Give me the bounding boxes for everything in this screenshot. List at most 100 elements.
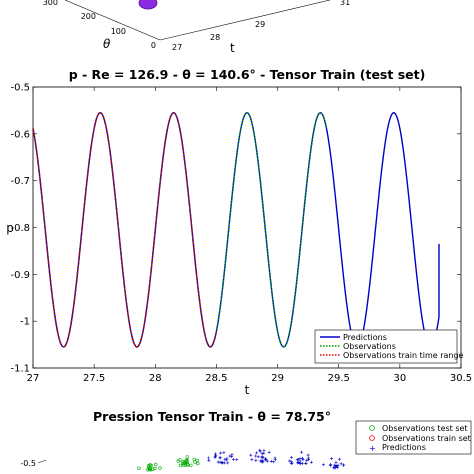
scatter-point-prediction (222, 451, 226, 455)
scatter-point-observation (178, 463, 183, 468)
main-legend: Predictions Observations Observations tr… (314, 329, 464, 364)
top-theta-label: θ (103, 37, 111, 51)
main-x-axis: 27 27.5 28 28.5 29 29.5 30 30.5 (27, 87, 472, 384)
top-t-label: t (230, 41, 235, 55)
bottom-legend-label-predictions: Predictions (382, 443, 426, 452)
scatter-point-prediction (262, 451, 266, 455)
scatter-point-prediction (255, 451, 259, 455)
x-tick-label: 28 (149, 373, 162, 384)
scatter-point-prediction (262, 449, 266, 452)
scatter-point-prediction (273, 456, 277, 460)
top-marker-cluster (138, 0, 158, 10)
scatter-point-prediction (307, 456, 311, 460)
scatter-point-prediction (254, 454, 258, 458)
scatter-point-prediction (300, 450, 304, 454)
scatter-point-prediction (301, 458, 305, 462)
scatter-point-prediction (250, 458, 254, 462)
bottom-scatter-points (137, 448, 346, 472)
scatter-point-prediction (305, 458, 309, 462)
main-chart-title: p - Re = 126.9 - θ = 140.6° - Tensor Tra… (69, 67, 426, 82)
scatter-point-prediction (304, 462, 308, 465)
scatter-point-prediction (334, 461, 338, 464)
x-tick-label: 30 (393, 373, 406, 384)
scatter-point-prediction (333, 463, 337, 467)
main-y-axis: -0.5 -0.6 -0.7 -0.8 -0.9 -1 -1.1 (10, 83, 461, 375)
bottom-legend-label-test: Observations test set (382, 424, 468, 433)
scatter-point-prediction (225, 457, 229, 460)
scatter-point-observation (185, 462, 190, 466)
scatter-point-observation (185, 455, 190, 459)
y-tick-label: -0.9 (10, 270, 30, 281)
legend-label-observations: Observations (343, 342, 396, 351)
scatter-point-prediction (290, 460, 294, 464)
scatter-point-prediction (264, 458, 268, 462)
bottom-legend-box (355, 420, 472, 455)
top-y-tick-200: 200 (81, 12, 96, 21)
series-line-observations-train-time-range (32, 111, 218, 348)
top-y-tick-100: 100 (111, 27, 126, 36)
bottom-legend-label-train: Observations train set (382, 434, 471, 443)
bottom-legend-marker-test (369, 425, 375, 431)
top-x-tick-31: 31 (340, 0, 350, 7)
y-tick-label: -0.5 (10, 83, 30, 94)
scatter-point-prediction (231, 457, 235, 461)
scatter-point-prediction (267, 450, 271, 454)
scatter-point-prediction (214, 452, 217, 456)
scatter-point-observation (146, 468, 150, 472)
legend-label-train-range: Observations train time range (343, 351, 464, 360)
main-line-chart: p - Re = 126.9 - θ = 140.6° - Tensor Tra… (6, 67, 472, 397)
top-x-tick-28: 28 (210, 33, 220, 42)
scatter-point-prediction (298, 462, 302, 466)
scatter-point-prediction (309, 460, 313, 464)
top-x-tick-29: 29 (255, 20, 265, 29)
scatter-point-prediction (306, 453, 310, 457)
scatter-point-prediction (339, 462, 343, 466)
scatter-point-observation (178, 458, 182, 462)
scatter-point-observation (137, 466, 141, 470)
y-tick-label: -1.1 (10, 364, 30, 375)
bottom-legend-marker-predictions: + (369, 444, 376, 453)
scatter-point-prediction (269, 459, 273, 463)
scatter-point-prediction (342, 463, 346, 467)
scatter-point-prediction (330, 457, 334, 461)
scatter-point-prediction (290, 461, 294, 465)
scatter-point-prediction (288, 459, 291, 463)
main-y-axis-label: p (6, 221, 14, 235)
scatter-point-prediction (298, 459, 302, 463)
scatter-point-prediction (220, 460, 224, 464)
scatter-point-prediction (230, 454, 234, 458)
x-tick-label: 30.5 (450, 373, 472, 384)
scatter-point-observation (193, 460, 197, 464)
scatter-point-prediction (249, 453, 253, 457)
bottom-chart-title: Pression Tensor Train - θ = 78.75° (93, 409, 331, 424)
scatter-point-observation (158, 466, 162, 470)
scatter-point-observation (182, 463, 186, 467)
top-axis-line-theta (64, 0, 161, 41)
scatter-point-observation (154, 462, 158, 467)
top-axis-line-t (159, 0, 331, 41)
top-y-tick-0: 0 (151, 41, 156, 50)
scatter-point-prediction (296, 461, 300, 465)
series-line-observations (32, 111, 328, 348)
scatter-point-prediction (296, 458, 300, 461)
bottom-legend: Observations test set Observations train… (355, 420, 472, 455)
scatter-point-observation (153, 466, 157, 471)
scatter-point-observation (195, 458, 199, 463)
scatter-point-prediction (334, 465, 338, 469)
scatter-point-prediction (254, 458, 258, 462)
scatter-point-prediction (336, 465, 340, 469)
scatter-point-prediction (219, 451, 222, 455)
scatter-point-prediction (259, 455, 263, 459)
scatter-point-prediction (226, 461, 230, 465)
x-tick-label: 27.5 (83, 373, 105, 384)
bottom-y-tick-neg05: -0.5 (20, 459, 36, 468)
scatter-point-observation (151, 467, 155, 471)
y-tick-label: -1 (20, 317, 30, 328)
scatter-point-prediction (260, 452, 264, 456)
scatter-point-observation (184, 459, 188, 463)
legend-label-predictions: Predictions (343, 333, 387, 342)
scatter-point-prediction (258, 448, 262, 452)
bottom-y-tick-mark (37, 459, 47, 464)
x-tick-label: 29 (271, 373, 284, 384)
